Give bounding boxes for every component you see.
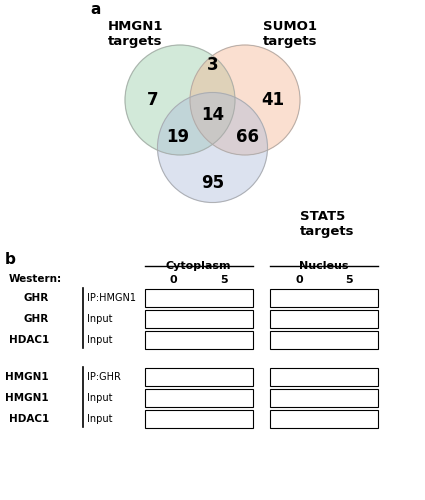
Text: 66: 66 [236,128,259,146]
FancyBboxPatch shape [270,389,378,407]
FancyBboxPatch shape [329,418,371,420]
FancyBboxPatch shape [275,394,316,402]
FancyBboxPatch shape [144,389,253,407]
Text: 5: 5 [220,275,227,285]
Text: 7: 7 [147,91,158,109]
Text: 0: 0 [295,275,303,285]
Text: GHR: GHR [24,314,49,324]
Text: IP:GHR: IP:GHR [87,372,121,382]
Text: Input: Input [87,314,113,324]
Text: b: b [4,252,15,268]
FancyBboxPatch shape [144,410,253,428]
Text: 3: 3 [207,56,218,74]
Text: HMGN1: HMGN1 [5,372,49,382]
Text: HMGN1: HMGN1 [5,393,49,403]
Text: 5: 5 [345,275,353,285]
Circle shape [158,92,267,202]
Text: STAT5
targets: STAT5 targets [300,210,354,238]
Circle shape [190,45,300,155]
FancyBboxPatch shape [150,316,191,322]
Text: a: a [90,2,100,18]
FancyBboxPatch shape [275,338,316,341]
FancyBboxPatch shape [270,289,378,306]
Text: 0: 0 [170,275,178,285]
FancyBboxPatch shape [270,310,378,328]
Text: 95: 95 [201,174,224,192]
Text: HMGN1
targets: HMGN1 targets [108,20,163,48]
FancyBboxPatch shape [144,331,253,349]
Circle shape [125,45,235,155]
FancyBboxPatch shape [144,289,253,306]
FancyBboxPatch shape [275,296,316,299]
Text: Cytoplasm: Cytoplasm [166,261,232,271]
Text: 19: 19 [166,128,189,146]
FancyBboxPatch shape [329,396,371,400]
FancyBboxPatch shape [270,331,378,349]
Text: Input: Input [87,335,113,345]
Text: 14: 14 [201,106,224,124]
FancyBboxPatch shape [204,316,245,321]
FancyBboxPatch shape [329,318,371,320]
FancyBboxPatch shape [270,410,378,428]
FancyBboxPatch shape [329,294,371,301]
FancyBboxPatch shape [329,338,371,341]
Text: HDAC1: HDAC1 [8,335,49,345]
Text: Nucleus: Nucleus [299,261,349,271]
FancyBboxPatch shape [329,374,371,380]
Text: HDAC1: HDAC1 [8,414,49,424]
Text: SUMO1
targets: SUMO1 targets [263,20,317,48]
FancyBboxPatch shape [144,368,253,386]
Text: Western:: Western: [8,274,62,284]
Text: IP:HMGN1: IP:HMGN1 [87,293,136,303]
FancyBboxPatch shape [275,418,316,420]
Text: Input: Input [87,414,113,424]
Text: Input: Input [87,393,113,403]
Text: GHR: GHR [24,293,49,303]
FancyBboxPatch shape [144,310,253,328]
FancyBboxPatch shape [270,368,378,386]
Text: 41: 41 [261,91,284,109]
